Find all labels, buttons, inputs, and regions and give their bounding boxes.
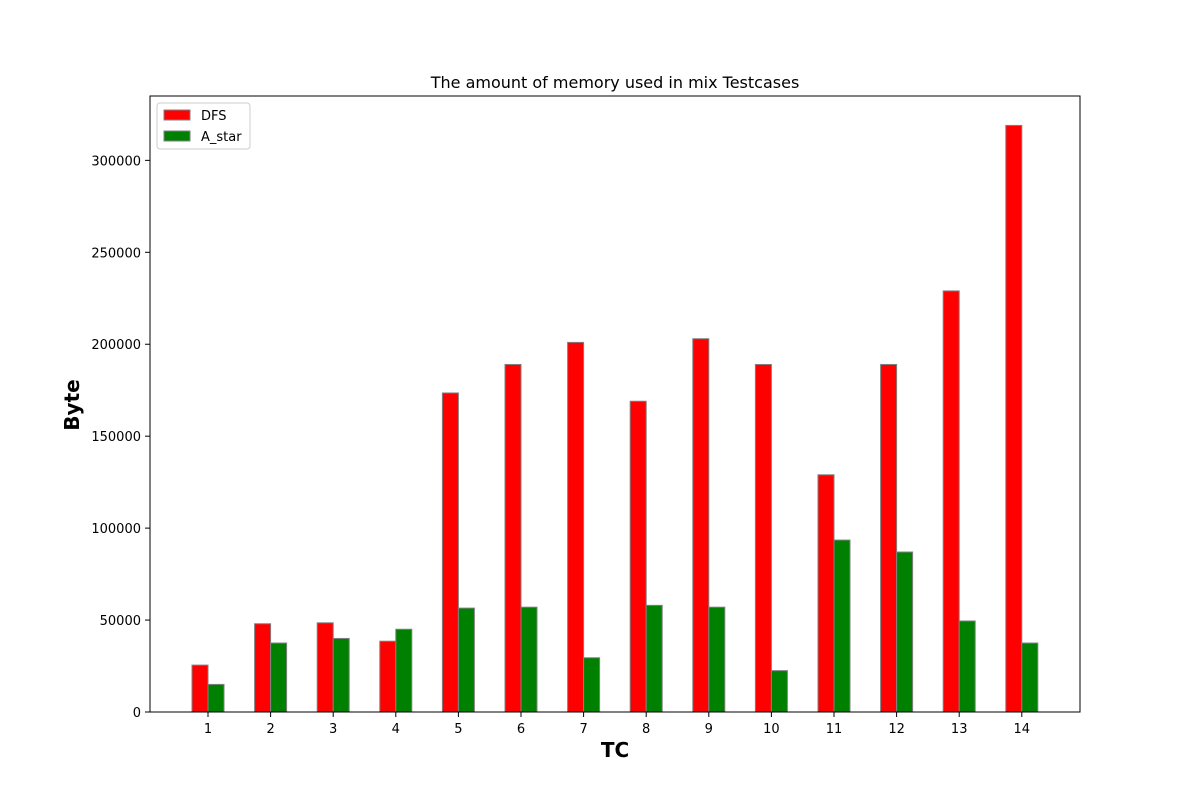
x-tick-label: 3	[329, 722, 337, 737]
x-tick-label: 4	[392, 722, 400, 737]
bar-a-star-tc-14	[1021, 642, 1039, 713]
x-tick-label: 13	[951, 722, 968, 737]
bar-dfs-tc-14	[1005, 124, 1023, 713]
bar-a-star-tc-4	[395, 628, 413, 713]
y-tick-label: 150000	[91, 430, 141, 445]
legend-label-a-star: A_star	[201, 130, 242, 145]
bar-a-star-tc-9	[708, 606, 726, 713]
bar-a-star-tc-3	[332, 637, 350, 713]
bar-a-star-tc-6	[520, 606, 538, 713]
legend-swatch-dfs	[163, 109, 191, 121]
bar-dfs-tc-11	[817, 474, 835, 713]
bar-dfs-tc-5	[441, 392, 459, 713]
bar-dfs-tc-2	[254, 623, 272, 713]
x-tick-label: 1	[204, 722, 212, 737]
x-tick-label: 5	[454, 722, 462, 737]
bar-dfs-tc-4	[379, 640, 397, 713]
plot-frame	[149, 95, 1081, 713]
bar-dfs-tc-7	[567, 341, 585, 713]
y-tick-label: 0	[133, 706, 141, 721]
y-tick-label: 250000	[91, 246, 141, 261]
y-axis-ticks: 0 50000 100000 150000 200000 250000 300000	[91, 154, 150, 721]
bars-group	[191, 124, 1039, 713]
bar-a-star-tc-1	[207, 683, 225, 713]
x-tick-label: 9	[705, 722, 713, 737]
bar-a-star-tc-2	[270, 642, 288, 713]
bar-dfs-tc-12	[880, 363, 898, 713]
legend-swatch-a-star	[163, 130, 191, 142]
bar-a-star-tc-11	[833, 539, 851, 713]
x-axis-label: TC	[601, 738, 629, 762]
x-tick-label: 8	[642, 722, 650, 737]
bar-a-star-tc-13	[958, 620, 976, 713]
legend-label-dfs: DFS	[201, 109, 227, 124]
x-tick-label: 2	[266, 722, 274, 737]
x-axis-ticks: 1 2 3 4 5 6 7 8 9 10 11 12 13 14	[204, 712, 1030, 737]
x-tick-label: 10	[763, 722, 780, 737]
y-tick-label: 300000	[91, 154, 141, 169]
y-axis-label: Byte	[60, 379, 84, 430]
y-tick-label: 200000	[91, 338, 141, 353]
bar-dfs-tc-8	[629, 400, 647, 713]
bar-dfs-tc-9	[692, 338, 710, 713]
bar-a-star-tc-12	[896, 551, 914, 713]
bar-dfs-tc-3	[316, 622, 334, 713]
bar-dfs-tc-13	[942, 290, 960, 713]
y-tick-label: 100000	[91, 522, 141, 537]
bar-dfs-tc-10	[754, 363, 772, 713]
x-tick-label: 7	[579, 722, 587, 737]
bar-a-star-tc-10	[770, 670, 788, 713]
x-tick-label: 12	[888, 722, 905, 737]
chart-title: The amount of memory used in mix Testcas…	[430, 73, 800, 92]
bar-a-star-tc-7	[583, 657, 601, 713]
x-tick-label: 14	[1014, 722, 1031, 737]
legend: DFS A_star	[156, 102, 251, 150]
bar-dfs-tc-6	[504, 363, 522, 713]
x-tick-label: 11	[826, 722, 843, 737]
y-tick-label: 50000	[100, 614, 141, 629]
bar-a-star-tc-8	[645, 604, 663, 713]
x-tick-label: 6	[517, 722, 525, 737]
bar-a-star-tc-5	[457, 607, 475, 713]
bar-dfs-tc-1	[191, 664, 209, 713]
